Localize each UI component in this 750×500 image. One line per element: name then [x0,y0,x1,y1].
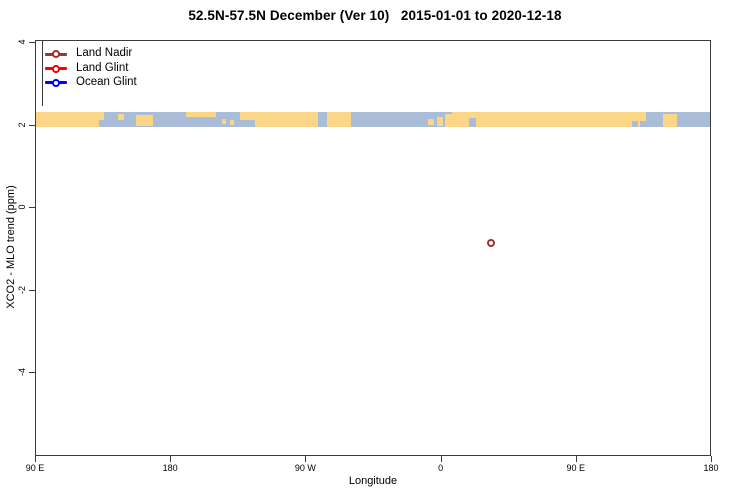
land-segment [326,112,352,127]
land-segment [662,113,678,127]
legend-label: Land Nadir [76,47,133,60]
open-circle-icon [52,78,60,87]
legend-marker-line [45,64,67,73]
y-tick-label: -4 [17,367,27,377]
x-axis-label: Longitude [348,475,398,487]
legend-marker-line [45,78,67,87]
land-segment [135,115,153,127]
x-tick-label: 90 E [25,463,45,473]
x-tick-mark [170,456,172,462]
land-segment [452,112,640,127]
latitude-map-strip [36,112,710,127]
y-tick-mark [29,289,35,291]
ocean-notch [317,112,327,127]
y-tick-mark [29,207,35,208]
legend-label: Land Glint [76,61,129,74]
x-tick-label: 90 E [566,463,586,473]
land-segment [639,112,647,122]
x-tick-label: 180 [703,463,719,473]
legend-label: Ocean Glint [76,76,137,89]
x-tick-mark [575,456,577,462]
y-tick-label: 2 [17,121,27,128]
land-segment [436,116,444,127]
x-tick-label: 180 [162,463,178,473]
land-segment [221,118,227,124]
land-segment [444,114,453,127]
data-point-land-nadir [486,238,495,247]
chart-title: 52.5N-57.5N December (Ver 10) 2015-01-01… [188,8,562,23]
y-tick-label: 4 [17,39,27,45]
plot-border [35,40,711,456]
open-circle-icon [52,64,60,73]
land-segment [240,112,318,127]
land-segment [229,119,235,125]
legend-box-edge [42,40,43,106]
land-segment [98,112,105,121]
legend-item-ocean-glint: Ocean Glint [45,76,137,90]
land-segment [118,113,124,121]
legend: Land Nadir Land Glint Ocean Glint [45,47,137,90]
land-segment [36,112,99,127]
y-tick-mark [29,372,35,373]
x-tick-mark [35,456,36,462]
x-tick-mark [711,456,712,462]
x-tick-label: 0 [438,463,444,473]
ocean-notch [240,119,256,127]
legend-marker-line [45,50,67,59]
x-tick-label: 90 W [294,463,316,473]
y-axis-label: XCO2 - MLO trend (ppm) [5,185,17,309]
y-tick-mark [29,42,35,43]
land-segment [185,112,216,117]
legend-item-land-glint: Land Glint [45,61,137,75]
y-tick-label: -2 [17,285,27,294]
land-segment [428,118,435,125]
y-tick-mark [29,124,35,126]
y-tick-label: 0 [17,204,27,210]
x-tick-mark [440,456,442,462]
open-circle-icon [52,50,60,59]
ocean-notch [468,118,476,127]
x-tick-mark [305,456,307,462]
legend-item-land-nadir: Land Nadir [45,47,137,61]
ocean-notch [632,121,639,127]
